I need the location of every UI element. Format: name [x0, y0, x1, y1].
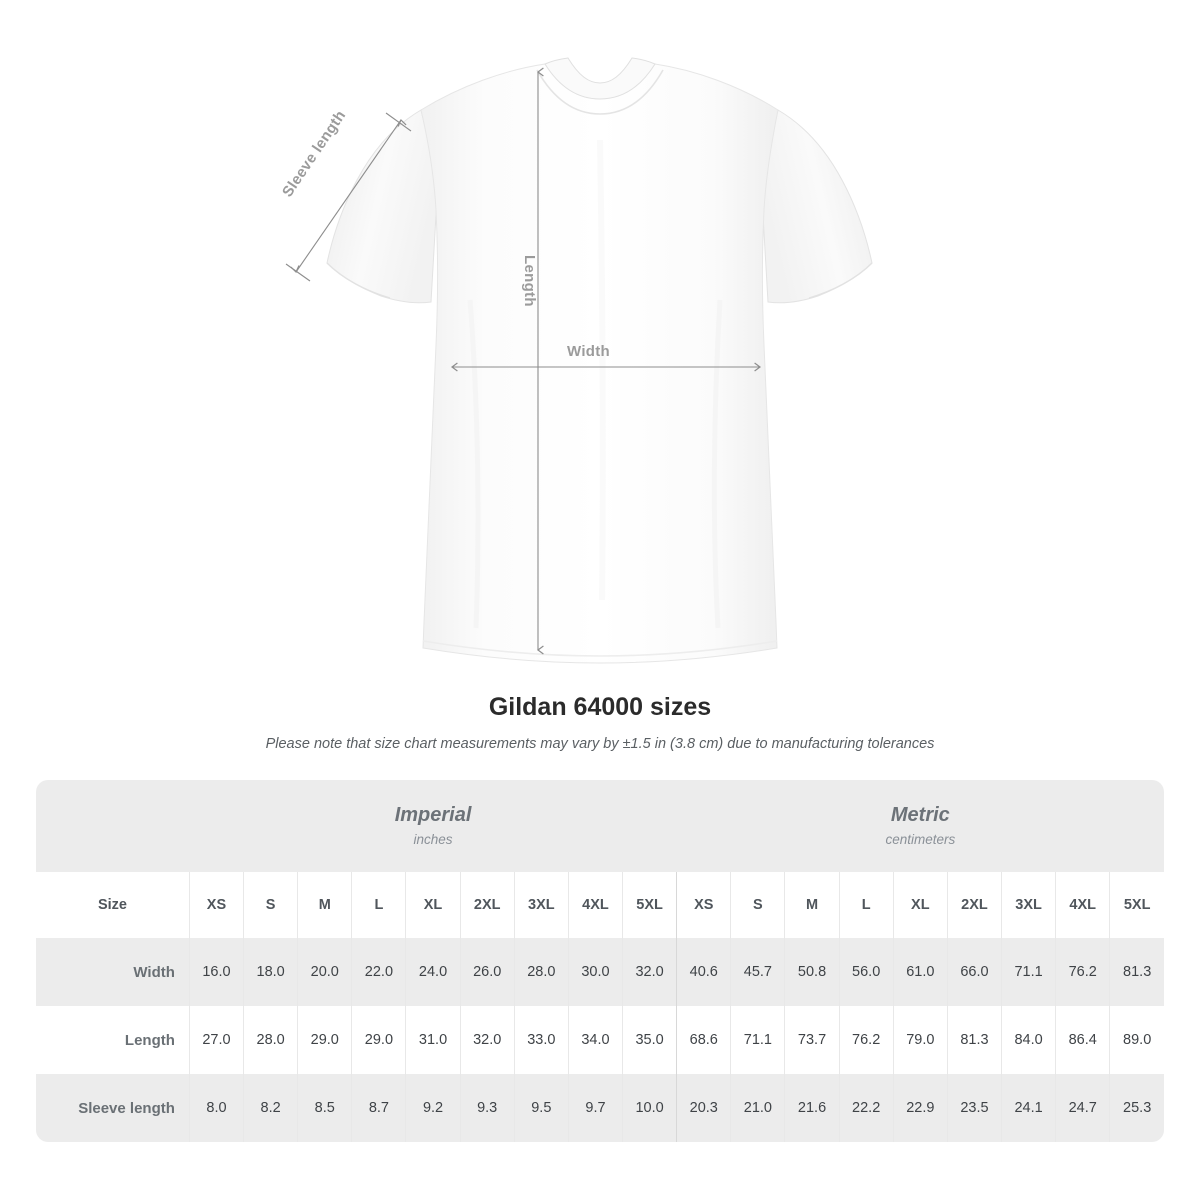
unit-group-subtitle: centimeters — [885, 832, 956, 847]
size-header-imperial-l: L — [351, 872, 406, 938]
cell-width-imperial-2xl: 26.0 — [459, 938, 515, 1006]
width-label: Width — [567, 343, 611, 360]
cell-sleeve-length-metric-s: 21.0 — [730, 1074, 785, 1142]
cell-sleeve-length-metric-xl: 22.9 — [892, 1074, 948, 1142]
cell-sleeve-length-metric-2xl: 23.5 — [946, 1074, 1002, 1142]
cell-width-metric-m: 50.8 — [784, 938, 840, 1006]
unit-group-name: Metric — [890, 804, 950, 826]
size-chart-table-wrapper: Imperial inches Metric centimeters Size XS S M L… — [36, 780, 1164, 1142]
size-header-metric-4xl: 4XL — [1055, 872, 1110, 938]
cell-width-imperial-l: 22.0 — [351, 938, 406, 1006]
table-row: Length 27.0 28.0 29.0 29.0 31.0 32.0 33.0 34.0 35… — [36, 1006, 1164, 1074]
cell-length-imperial-xs: 27.0 — [188, 1006, 244, 1074]
cell-sleeve-length-metric-4xl: 24.7 — [1055, 1074, 1110, 1142]
cell-width-metric-s: 45.7 — [730, 938, 785, 1006]
cell-width-metric-3xl: 71.1 — [1001, 938, 1056, 1006]
cell-width-imperial-xl: 24.0 — [405, 938, 461, 1006]
tshirt-diagram: Sleeve length Length Width — [279, 57, 873, 664]
size-header-imperial-3xl: 3XL — [513, 872, 569, 938]
cell-length-imperial-5xl: 35.0 — [622, 1006, 677, 1074]
size-header-metric-s: S — [730, 872, 785, 938]
size-header-imperial-4xl: 4XL — [567, 872, 623, 938]
size-header-row: Size XS S M L XL 2XL 3XL 4XL 5XL XS S M L XL 2XL 3XL 4XL 5… — [36, 872, 1164, 938]
cell-sleeve-length-imperial-s: 8.2 — [243, 1074, 298, 1142]
cell-sleeve-length-imperial-l: 8.7 — [351, 1074, 406, 1142]
table-row: Width 16.0 18.0 20.0 22.0 24.0 26.0 28.0 30.0 32.… — [36, 938, 1164, 1006]
cell-length-imperial-l: 29.0 — [351, 1006, 406, 1074]
sleeve-length-dimension — [285, 112, 412, 282]
cell-length-metric-xs: 68.6 — [676, 1006, 731, 1074]
cell-sleeve-length-imperial-3xl: 9.5 — [513, 1074, 569, 1142]
cell-length-metric-4xl: 86.4 — [1055, 1006, 1110, 1074]
unit-band-spacer — [36, 780, 189, 872]
unit-group-row: Imperial inches Metric centimeters — [36, 780, 1164, 872]
unit-group-subtitle: inches — [413, 832, 453, 847]
unit-group-name: Imperial — [394, 804, 472, 826]
cell-width-imperial-m: 20.0 — [297, 938, 352, 1006]
cell-sleeve-length-metric-3xl: 24.1 — [1001, 1074, 1056, 1142]
cell-length-imperial-m: 29.0 — [297, 1006, 352, 1074]
size-header-imperial-2xl: 2XL — [459, 872, 515, 938]
cell-width-metric-5xl: 81.3 — [1109, 938, 1164, 1006]
cell-length-metric-3xl: 84.0 — [1001, 1006, 1056, 1074]
cell-length-imperial-3xl: 33.0 — [513, 1006, 569, 1074]
cell-width-imperial-xs: 16.0 — [188, 938, 244, 1006]
size-header-imperial-xl: XL — [405, 872, 461, 938]
size-chart-table: Imperial inches Metric centimeters Size XS S M L… — [36, 780, 1164, 1142]
cell-sleeve-length-imperial-5xl: 10.0 — [622, 1074, 677, 1142]
table-row: Sleeve length 8.0 8.2 8.5 8.7 9.2 9.3 9.5 9.7 10.… — [36, 1074, 1164, 1142]
cell-width-metric-xs: 40.6 — [676, 938, 731, 1006]
cell-length-imperial-2xl: 32.0 — [459, 1006, 515, 1074]
tshirt-illustration — [285, 57, 873, 664]
size-header-metric-l: L — [838, 872, 894, 938]
measurement-label-length: Length — [36, 1006, 190, 1074]
cell-sleeve-length-metric-m: 21.6 — [784, 1074, 840, 1142]
cell-sleeve-length-metric-xs: 20.3 — [676, 1074, 731, 1142]
cell-width-imperial-s: 18.0 — [243, 938, 298, 1006]
cell-length-metric-m: 73.7 — [784, 1006, 840, 1074]
cell-width-imperial-5xl: 32.0 — [622, 938, 677, 1006]
size-header-imperial-m: M — [297, 872, 352, 938]
cell-sleeve-length-imperial-xl: 9.2 — [405, 1074, 461, 1142]
cell-sleeve-length-metric-l: 22.2 — [838, 1074, 894, 1142]
size-header-metric-3xl: 3XL — [1001, 872, 1056, 938]
cell-sleeve-length-imperial-xs: 8.0 — [188, 1074, 244, 1142]
cell-length-metric-xl: 79.0 — [892, 1006, 948, 1074]
cell-width-imperial-4xl: 30.0 — [567, 938, 623, 1006]
cell-length-metric-s: 71.1 — [730, 1006, 785, 1074]
cell-sleeve-length-imperial-4xl: 9.7 — [567, 1074, 623, 1142]
cell-sleeve-length-imperial-2xl: 9.3 — [459, 1074, 515, 1142]
size-header-metric-5xl: 5XL — [1109, 872, 1164, 938]
size-column-header: Size — [36, 872, 190, 938]
size-header-metric-2xl: 2XL — [946, 872, 1002, 938]
cell-width-metric-xl: 61.0 — [892, 938, 948, 1006]
size-header-metric-xl: XL — [892, 872, 948, 938]
cell-length-imperial-xl: 31.0 — [405, 1006, 461, 1074]
measurement-label-sleeve-length: Sleeve length — [36, 1074, 190, 1142]
unit-group-imperial: Imperial inches — [189, 780, 676, 872]
cell-length-metric-2xl: 81.3 — [946, 1006, 1002, 1074]
cell-width-metric-2xl: 66.0 — [946, 938, 1002, 1006]
cell-length-metric-5xl: 89.0 — [1109, 1006, 1164, 1074]
cell-sleeve-length-metric-5xl: 25.3 — [1109, 1074, 1164, 1142]
cell-length-imperial-4xl: 34.0 — [567, 1006, 623, 1074]
length-label: Length — [521, 255, 538, 307]
measurement-label-width: Width — [36, 938, 190, 1006]
cell-sleeve-length-imperial-m: 8.5 — [297, 1074, 352, 1142]
unit-group-metric: Metric centimeters — [677, 780, 1164, 872]
cell-width-metric-4xl: 76.2 — [1055, 938, 1110, 1006]
cell-width-imperial-3xl: 28.0 — [513, 938, 569, 1006]
page-subtitle: Please note that size chart measurements… — [265, 736, 935, 752]
size-header-metric-xs: XS — [676, 872, 731, 938]
page-title: Gildan 64000 sizes — [488, 693, 712, 721]
size-header-metric-m: M — [784, 872, 840, 938]
size-header-imperial-s: S — [243, 872, 298, 938]
cell-width-metric-l: 56.0 — [838, 938, 894, 1006]
size-header-imperial-5xl: 5XL — [622, 872, 677, 938]
size-header-imperial-xs: XS — [188, 872, 244, 938]
cell-length-imperial-s: 28.0 — [243, 1006, 298, 1074]
tshirt-shape — [326, 57, 873, 664]
cell-length-metric-l: 76.2 — [838, 1006, 894, 1074]
